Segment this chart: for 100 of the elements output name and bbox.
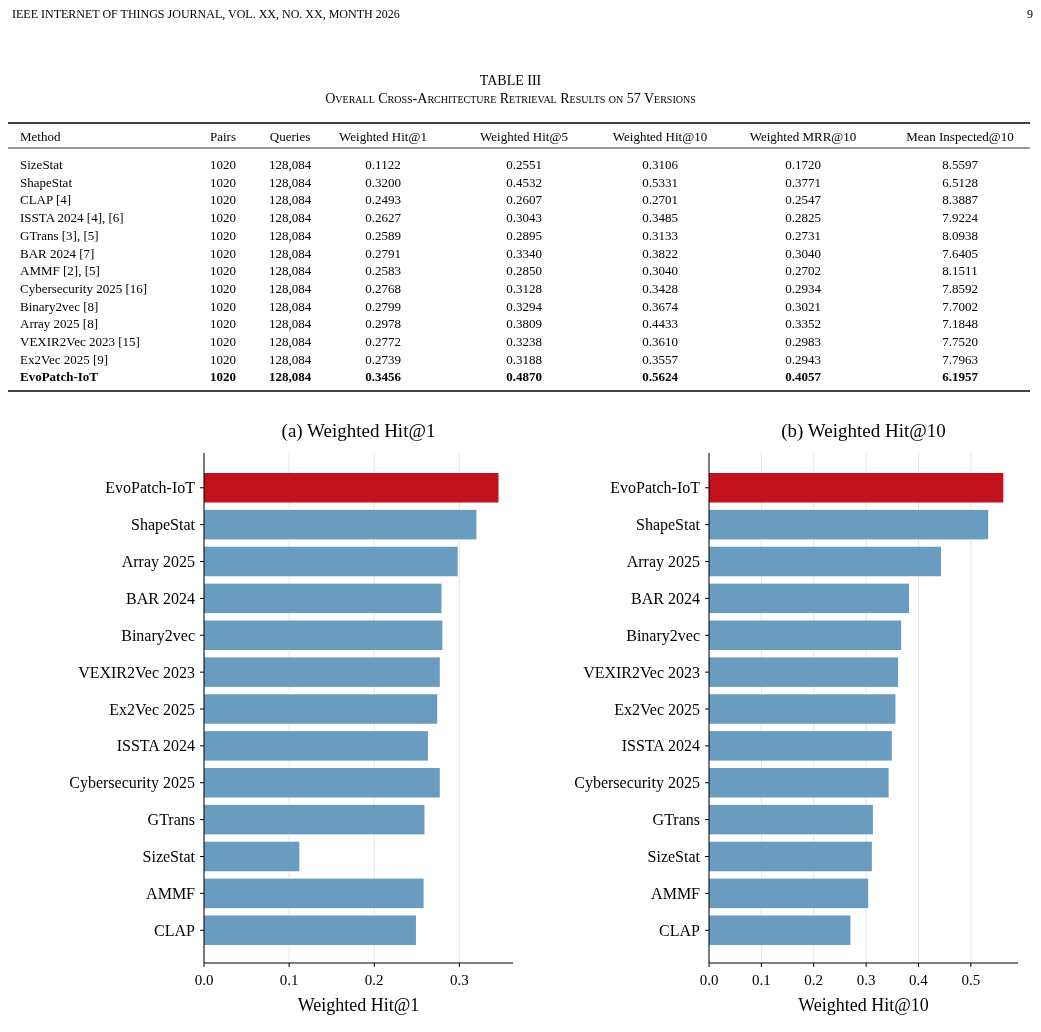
text: 128,084 (268, 192, 312, 208)
text: 128,084 (268, 174, 312, 190)
category-label: Queries (269, 129, 311, 144)
text: 7.6405 (942, 245, 978, 261)
text: 128,084 (268, 298, 312, 314)
text: TABLE III (479, 73, 542, 88)
text: 7.9224 (942, 210, 978, 226)
text: 0.3557 (642, 351, 678, 367)
text: 7.7520 (942, 334, 978, 349)
x-axis-title: Weighted Hit@10 (798, 995, 929, 1015)
category-label: GTrans [3], [5] (20, 227, 99, 243)
y-tick-label: ISSTA 2024 (621, 737, 700, 755)
text: 0.2799 (365, 298, 401, 314)
chart-title: (a) Weighted Hit@1 (281, 420, 436, 442)
text: 0.4532 (506, 174, 542, 190)
text: 128,084 (268, 227, 312, 243)
category-label: ShapeStat (20, 174, 72, 190)
bar (709, 841, 872, 872)
text: 0.2978 (365, 316, 401, 332)
text: 0.3200 (365, 174, 401, 190)
x-tick-label: 0.3 (856, 972, 876, 988)
text: 0.2895 (506, 227, 542, 243)
bar (709, 620, 902, 650)
y-tick-label: Array 2025 (626, 553, 700, 572)
text: 0.2768 (365, 280, 401, 296)
x-tick-label: 0.2 (364, 972, 384, 988)
bar (709, 915, 851, 945)
text: 128,084 (268, 334, 312, 349)
text: 128,084 (268, 316, 312, 332)
text: 0.2825 (785, 210, 821, 226)
bar (204, 694, 438, 724)
text: 8.0938 (942, 227, 978, 243)
text: 0.2739 (365, 351, 401, 367)
text: 0.3040 (642, 263, 678, 279)
text: 0.2983 (785, 334, 821, 349)
bar (204, 841, 300, 872)
y-tick-label: Binary2vec (626, 626, 700, 645)
y-tick-label: ShapeStat (636, 516, 701, 535)
bar (709, 731, 892, 761)
text: 6.1957 (942, 369, 978, 385)
text: 0.2583 (365, 263, 401, 279)
text: 0.3674 (642, 298, 678, 314)
y-tick-label: AMMF (651, 884, 701, 902)
bar (204, 583, 442, 614)
text: 1020 (210, 174, 236, 190)
x-tick-label: 0.1 (279, 972, 299, 988)
category-label: AMMF [2], [5] (20, 263, 100, 279)
text: 0.3771 (785, 174, 821, 190)
text: 0.2701 (642, 192, 678, 208)
bar (709, 878, 869, 909)
text: 0.4870 (506, 369, 542, 385)
text: 1020 (210, 245, 236, 261)
category-label: BAR 2024 [7] (20, 245, 95, 261)
category-label: Mean Inspected@10 (906, 129, 1014, 144)
y-tick-label: CLAP (659, 921, 701, 939)
y-tick-label: ISSTA 2024 (116, 737, 195, 755)
y-tick-label: Binary2vec (121, 626, 195, 645)
y-tick-label: GTrans (652, 811, 700, 829)
category-label: Weighted Hit@5 (480, 129, 568, 144)
category-label: Weighted MRR@10 (749, 129, 857, 144)
bar (204, 915, 416, 945)
y-tick-label: Array 2025 (121, 553, 195, 572)
text: 0.3188 (506, 351, 542, 367)
text: 0.2607 (506, 192, 542, 208)
bar (709, 768, 889, 798)
y-tick-label: ShapeStat (131, 516, 196, 535)
text: 0.3040 (785, 245, 821, 261)
category-label: ISSTA 2024 [4], [6] (20, 210, 124, 226)
bar (709, 583, 910, 614)
text: 0.2791 (365, 245, 401, 261)
text: 0.5331 (642, 174, 678, 190)
text: 0.3294 (506, 298, 542, 314)
text: 128,084 (268, 157, 312, 172)
category-label: SizeStat (20, 157, 63, 172)
text: 7.7963 (942, 351, 978, 367)
category-label: Weighted Hit@10 (612, 129, 708, 144)
text: 1020 (210, 334, 236, 349)
text: 0.3106 (642, 157, 678, 172)
y-tick-label: EvoPatch-IoT (610, 479, 701, 497)
bar (709, 473, 1004, 503)
y-tick-label: SizeStat (647, 848, 701, 866)
category-label: Array 2025 [8] (20, 316, 98, 332)
text: 0.3822 (642, 245, 678, 261)
text: 8.5597 (942, 157, 978, 172)
text: 1020 (210, 369, 236, 385)
x-tick-label: 0.2 (804, 972, 824, 988)
text: 0.3610 (642, 334, 678, 349)
bar (204, 620, 443, 650)
text: 1020 (210, 210, 236, 226)
text: 1020 (210, 192, 236, 208)
y-tick-label: Ex2Vec 2025 (614, 700, 700, 718)
bar (204, 804, 425, 835)
text: 1020 (210, 351, 236, 367)
bar (204, 731, 428, 761)
y-tick-label: AMMF (146, 884, 196, 902)
text: 0.5624 (642, 369, 678, 385)
text: 0.3340 (506, 245, 542, 261)
text: 0.3133 (642, 227, 678, 243)
category-label: Pairs (210, 129, 236, 144)
bar (204, 657, 440, 687)
